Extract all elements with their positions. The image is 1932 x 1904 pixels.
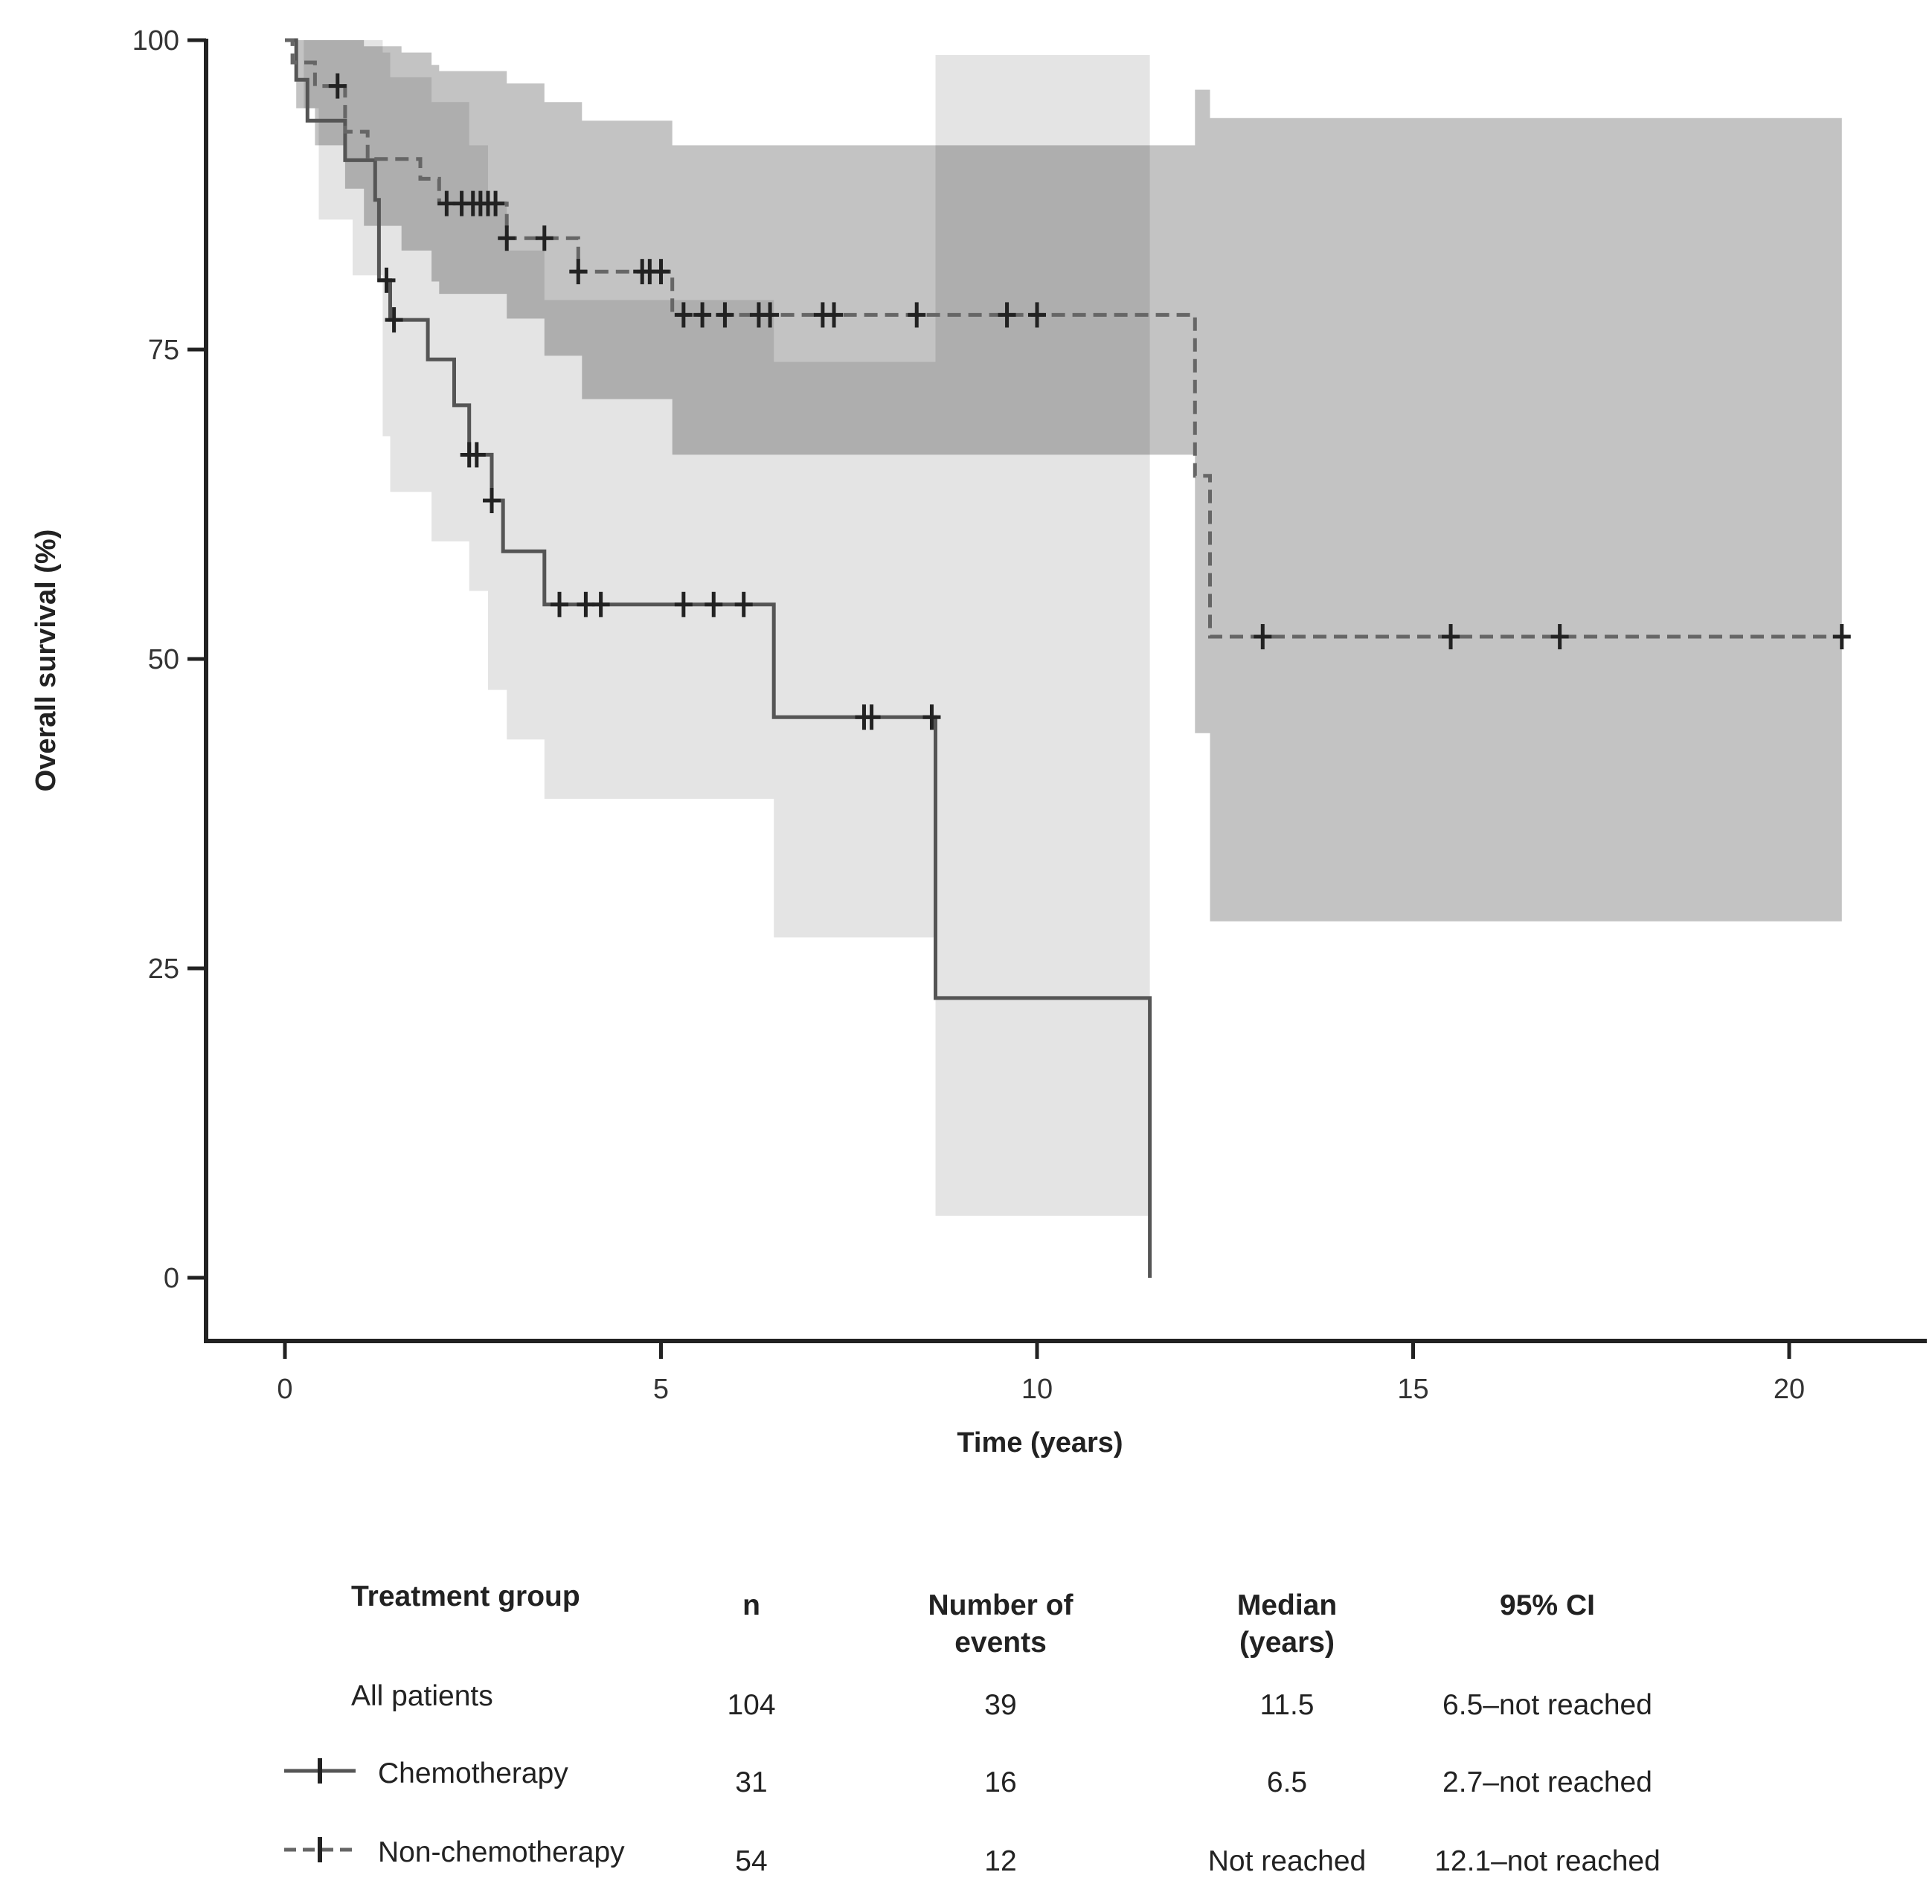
x-tick-label: 15: [1397, 1374, 1428, 1405]
x-axis-title: Time (years): [957, 1427, 1123, 1458]
y-tick-label: 75: [148, 335, 179, 366]
curve-non-chemotherapy: [285, 38, 1842, 639]
y-tick-label: 50: [148, 644, 179, 675]
axes: 0 5 10 15 20 0 25 50 75 100: [132, 25, 1927, 1405]
y-tick-label: 100: [132, 25, 179, 57]
x-tick-label: 10: [1021, 1374, 1053, 1405]
x-tick-label: 5: [653, 1374, 669, 1405]
survival-curves: [285, 38, 1842, 1278]
ci-band-non-chemotherapy: [285, 40, 1842, 922]
censor-marks: [328, 73, 1851, 730]
x-tick-label: 20: [1774, 1374, 1805, 1405]
y-axis-title: Overall survival (%): [31, 530, 62, 792]
y-tick-label: 0: [164, 1263, 179, 1294]
curve-chemotherapy: [285, 38, 1152, 1278]
x-tick-label: 0: [277, 1374, 292, 1405]
y-tick-label: 25: [148, 953, 179, 985]
ci-band-chemotherapy: [285, 40, 1150, 1216]
confidence-bands: [285, 40, 1842, 1216]
